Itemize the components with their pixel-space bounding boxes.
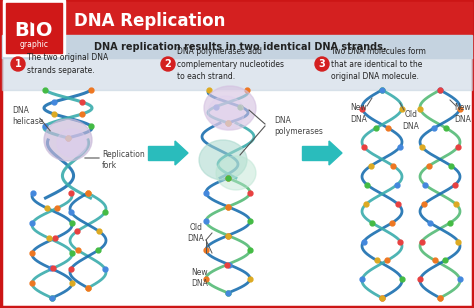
Text: 2: 2	[164, 59, 172, 69]
Bar	[2, 35, 472, 58]
Text: Replication
fork: Replication fork	[102, 150, 145, 170]
Text: 3: 3	[319, 59, 325, 69]
Text: DNA
polymerases: DNA polymerases	[274, 116, 323, 136]
Text: graphic: graphic	[19, 39, 48, 48]
Circle shape	[11, 57, 25, 71]
Polygon shape	[175, 141, 188, 165]
Text: New
DNA: New DNA	[191, 268, 209, 288]
Ellipse shape	[57, 129, 87, 157]
Text: DNA replication results in two identical DNA strands.: DNA replication results in two identical…	[94, 42, 386, 51]
Ellipse shape	[44, 119, 92, 161]
Bar	[3, 0, 65, 56]
Text: DNA
helicase: DNA helicase	[12, 106, 44, 126]
Bar	[2, 2, 472, 36]
Bar	[2, 57, 472, 90]
Text: Old
DNA: Old DNA	[188, 223, 204, 243]
Circle shape	[31, 17, 37, 23]
Circle shape	[161, 57, 175, 71]
Circle shape	[315, 57, 329, 71]
Text: BIO: BIO	[15, 21, 53, 39]
Bar	[148, 146, 176, 160]
Ellipse shape	[199, 140, 247, 180]
Text: The two original DNA
strands separate.: The two original DNA strands separate.	[27, 53, 108, 75]
Bar	[6, 3, 62, 53]
Text: DNA polymerases add
complementary nucleotides
to each strand.: DNA polymerases add complementary nucleo…	[177, 47, 284, 81]
Text: Two DNA molecules form
that are identical to the
original DNA molecule.: Two DNA molecules form that are identica…	[331, 47, 426, 81]
Text: New
DNA: New DNA	[351, 103, 367, 124]
Ellipse shape	[204, 86, 256, 130]
Text: Old
DNA: Old DNA	[402, 110, 419, 131]
Text: 1: 1	[15, 59, 21, 69]
Ellipse shape	[216, 156, 256, 190]
Polygon shape	[329, 141, 342, 165]
Bar	[302, 146, 330, 160]
Ellipse shape	[208, 96, 244, 130]
Text: DNA Replication: DNA Replication	[74, 12, 225, 30]
Text: New
DNA: New DNA	[455, 103, 472, 124]
